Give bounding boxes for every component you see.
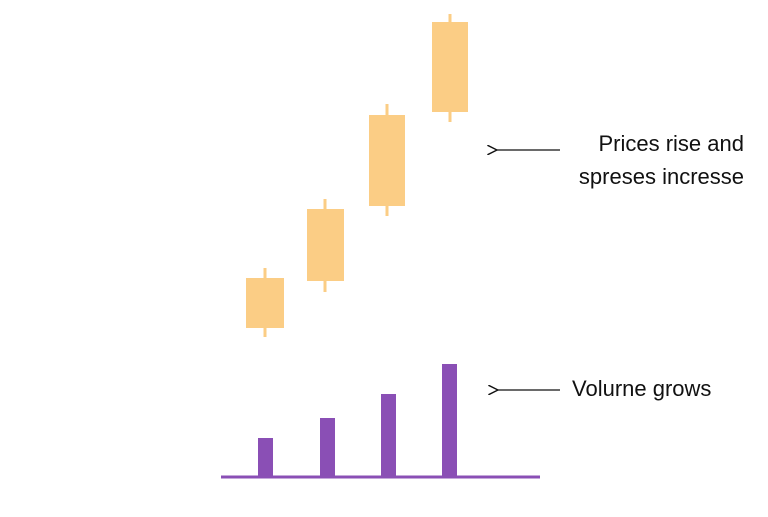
volume-bars (258, 364, 457, 477)
candle-body (246, 278, 284, 328)
candle-body (369, 115, 405, 206)
volume-bar (381, 394, 396, 477)
volume-bar (258, 438, 273, 477)
annotation: Prices rise and (598, 131, 744, 156)
candles (246, 14, 468, 337)
annotation: spreses incresse (579, 164, 744, 189)
candle-body (307, 209, 344, 281)
candle-body (432, 22, 468, 112)
annotation: Volurne grows (572, 376, 711, 401)
volume-bar (442, 364, 457, 477)
volume-bar (320, 418, 335, 477)
